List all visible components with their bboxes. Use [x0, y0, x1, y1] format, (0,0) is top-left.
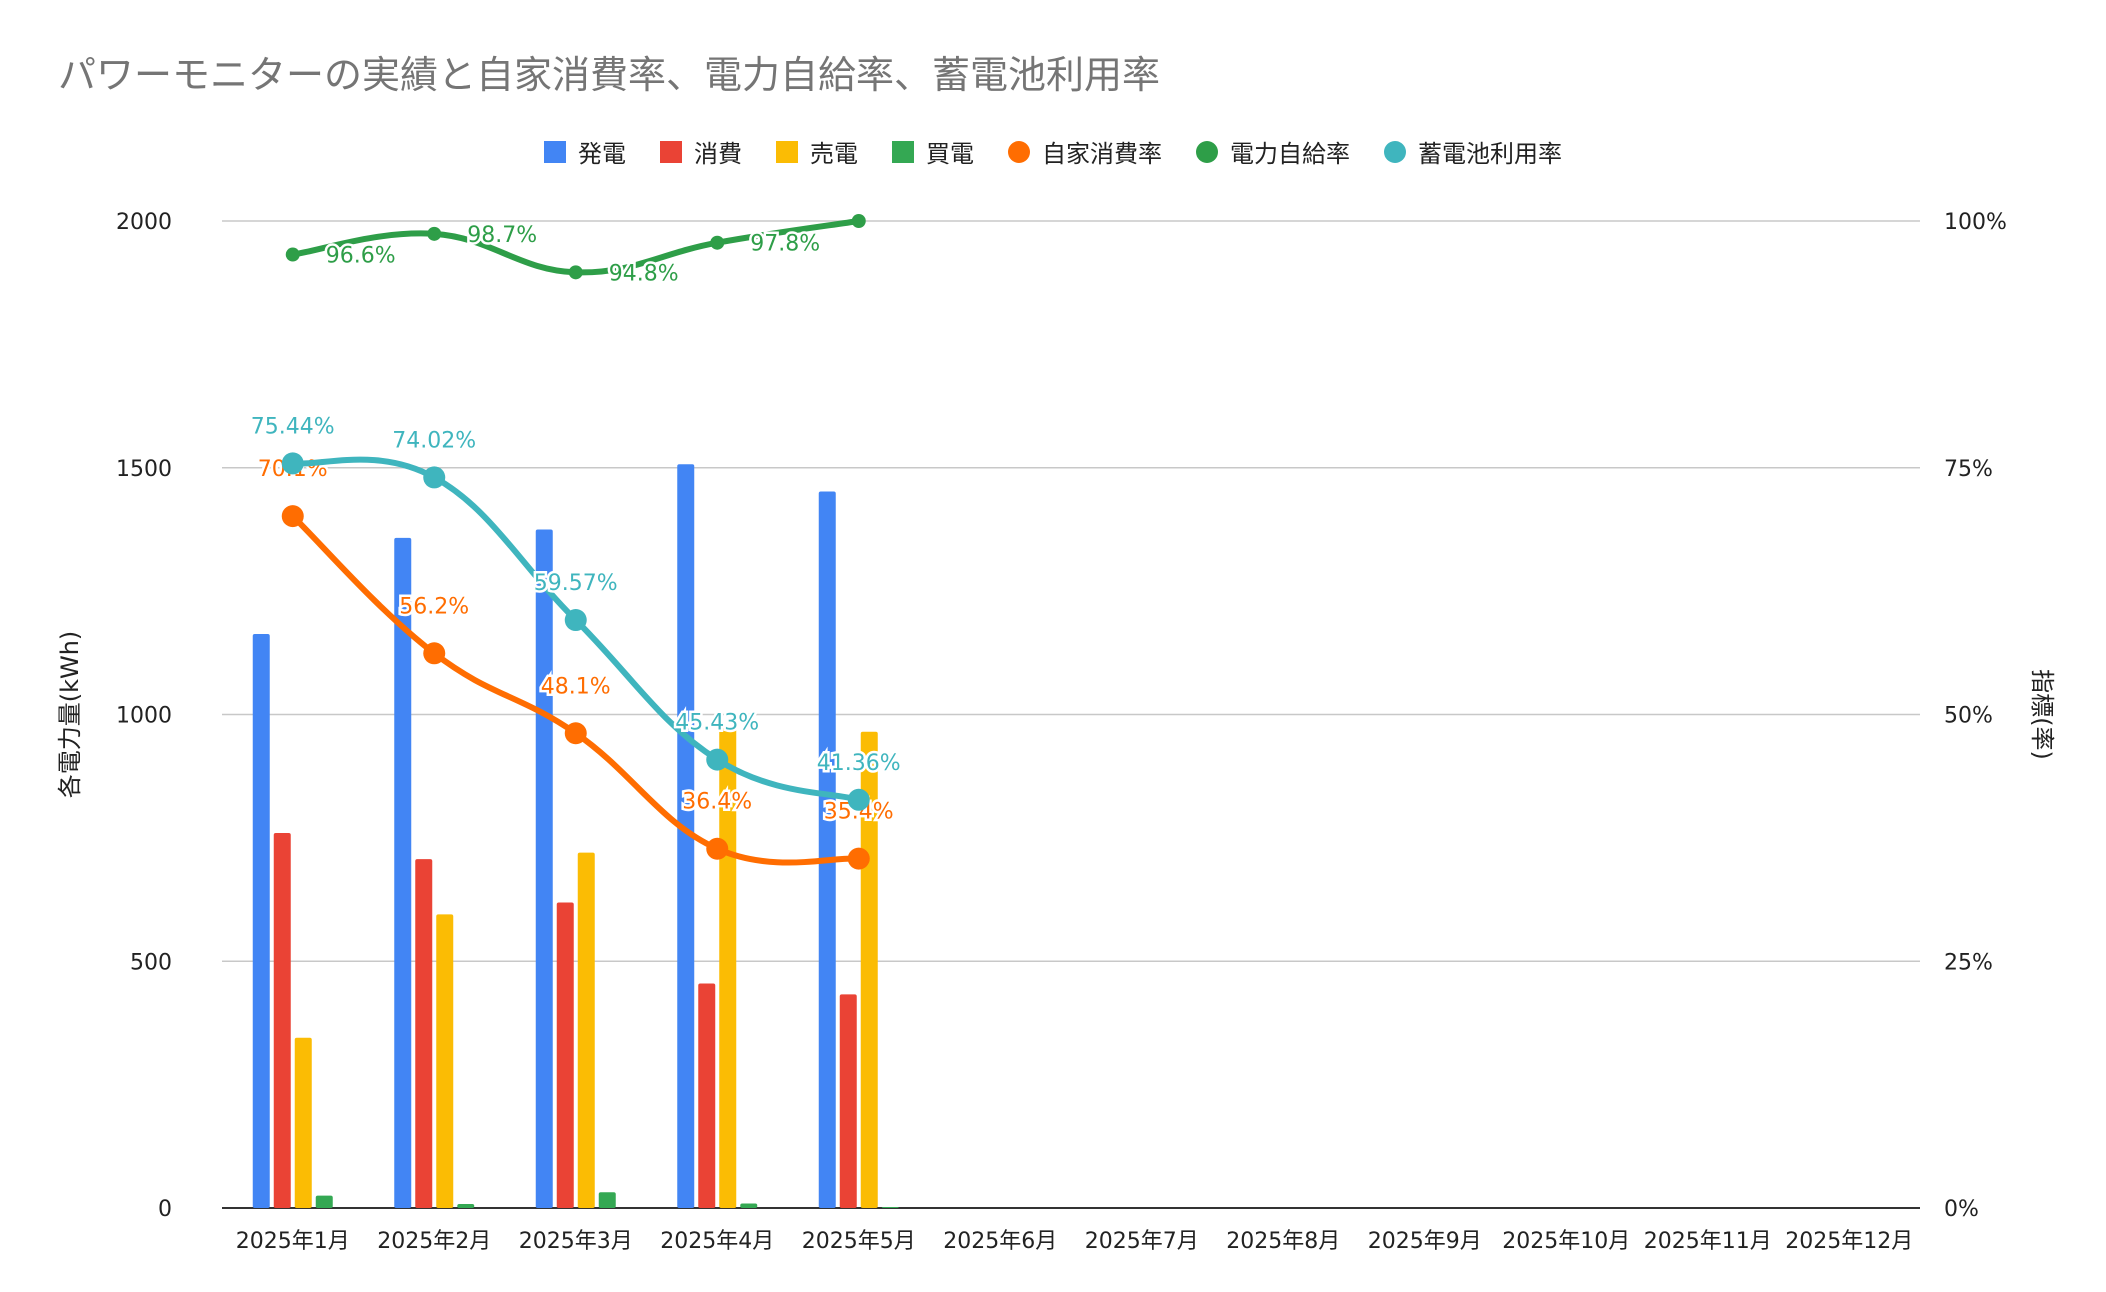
bar-sold — [577, 852, 595, 1208]
legend-swatch-generation — [544, 140, 566, 163]
y2-axis-title: 指標(率) — [2028, 669, 2056, 760]
bar-generation — [818, 491, 836, 1208]
y-tick-label: 1500 — [116, 457, 172, 482]
data-label-battery-usage-rate: 45.43% — [675, 711, 759, 736]
data-label-battery-usage-rate: 41.36% — [817, 751, 901, 776]
x-tick-label: 2025年11月 — [1644, 1229, 1772, 1254]
bar-consumption — [556, 902, 574, 1208]
y2-tick-label: 50% — [1944, 704, 1993, 729]
legend-label-sold: 売電 — [810, 140, 858, 168]
bar-bought — [740, 1203, 758, 1208]
legend-item-sold[interactable]: 売電 — [776, 134, 858, 169]
data-label-self-consumption-rate: 56.2% — [399, 594, 469, 619]
x-tick-label: 2025年9月 — [1368, 1229, 1482, 1254]
legend-swatch-sold — [776, 140, 798, 163]
point-self-consumption-rate — [706, 837, 729, 860]
point-self-sufficiency-rate — [568, 265, 583, 280]
x-tick-label: 2025年12月 — [1785, 1229, 1913, 1254]
legend-label-generation: 発電 — [578, 140, 626, 168]
bar-bought — [457, 1204, 475, 1208]
bar-generation — [252, 634, 270, 1208]
x-tick-label: 2025年3月 — [519, 1229, 633, 1254]
bar-sold — [294, 1037, 312, 1208]
legend-swatch-self-consumption-rate — [1008, 140, 1030, 163]
y-tick-label: 2000 — [116, 210, 172, 235]
y2-tick-label: 75% — [1944, 457, 1993, 482]
bar-consumption — [415, 859, 433, 1208]
legend-label-battery-usage-rate: 蓄電池利用率 — [1418, 140, 1562, 168]
x-tick-label: 2025年8月 — [1226, 1229, 1340, 1254]
bar-bought — [598, 1192, 616, 1208]
data-label-self-sufficiency-rate: 98.7% — [467, 223, 537, 248]
data-label-self-sufficiency-rate: 96.6% — [326, 244, 396, 269]
point-battery-usage-rate — [281, 452, 304, 475]
data-label-self-sufficiency-rate: 97.8% — [750, 232, 820, 257]
bar-consumption — [273, 832, 291, 1208]
y-tick-label: 500 — [130, 950, 172, 975]
point-self-sufficiency-rate — [427, 226, 442, 241]
x-tick-label: 2025年5月 — [802, 1229, 916, 1254]
y2-tick-label: 0% — [1944, 1197, 1979, 1222]
point-self-consumption-rate — [564, 722, 587, 745]
legend-item-bought[interactable]: 買電 — [892, 134, 974, 169]
legend-item-battery-usage-rate[interactable]: 蓄電池利用率 — [1384, 134, 1562, 169]
legend-swatch-bought — [892, 140, 914, 163]
point-self-sufficiency-rate — [710, 235, 725, 250]
bar-consumption — [839, 994, 857, 1208]
bar-sold — [436, 914, 454, 1208]
data-label-battery-usage-rate: 75.44% — [251, 414, 335, 439]
legend-item-self-consumption-rate[interactable]: 自家消費率 — [1008, 134, 1162, 169]
data-label-battery-usage-rate: 74.02% — [392, 428, 476, 453]
legend-label-self-sufficiency-rate: 電力自給率 — [1230, 140, 1350, 168]
legend-label-self-consumption-rate: 自家消費率 — [1042, 140, 1162, 168]
bar-generation — [677, 464, 695, 1208]
y2-tick-label: 100% — [1944, 210, 2007, 235]
legend-label-bought: 買電 — [926, 140, 974, 168]
point-self-consumption-rate — [423, 642, 446, 665]
legend-item-generation[interactable]: 発電 — [544, 134, 626, 169]
x-tick-label: 2025年4月 — [660, 1229, 774, 1254]
legend-label-consumption: 消費 — [694, 140, 742, 168]
point-battery-usage-rate — [564, 609, 587, 632]
data-label-self-consumption-rate: 48.1% — [541, 674, 611, 699]
x-tick-label: 2025年10月 — [1502, 1229, 1630, 1254]
x-tick-label: 2025年6月 — [943, 1229, 1057, 1254]
data-label-self-sufficiency-rate: 94.8% — [609, 261, 679, 286]
bar-bought — [881, 1207, 899, 1208]
chart-title: パワーモニターの実績と自家消費率、電力自給率、蓄電池利用率 — [58, 53, 1161, 97]
legend-swatch-self-sufficiency-rate — [1196, 140, 1218, 163]
point-self-sufficiency-rate — [285, 247, 300, 262]
x-tick-label: 2025年7月 — [1085, 1229, 1199, 1254]
bar-generation — [535, 529, 553, 1208]
x-tick-label: 2025年1月 — [236, 1229, 350, 1254]
data-label-self-consumption-rate: 36.4% — [682, 790, 752, 815]
x-tick-label: 2025年2月 — [377, 1229, 491, 1254]
point-self-sufficiency-rate — [851, 214, 866, 228]
point-battery-usage-rate — [706, 748, 729, 771]
point-self-consumption-rate — [847, 847, 870, 870]
legend: 発電 消費 売電 買電 自家消費率 電力自給率 蓄電池利用率 — [0, 134, 2106, 169]
point-battery-usage-rate — [423, 466, 446, 489]
point-self-consumption-rate — [281, 505, 304, 528]
legend-swatch-consumption — [660, 140, 682, 163]
y2-tick-label: 25% — [1944, 950, 1993, 975]
legend-item-consumption[interactable]: 消費 — [660, 134, 742, 169]
point-battery-usage-rate — [847, 788, 870, 811]
data-label-battery-usage-rate: 59.57% — [534, 571, 618, 596]
bar-bought — [315, 1195, 333, 1208]
bar-generation — [394, 537, 412, 1208]
bar-consumption — [698, 983, 716, 1208]
y-tick-label: 0 — [158, 1197, 172, 1222]
y-axis-title: 各電力量(kWh) — [56, 631, 84, 799]
legend-item-self-sufficiency-rate[interactable]: 電力自給率 — [1196, 134, 1350, 169]
legend-swatch-battery-usage-rate — [1384, 140, 1406, 163]
y-tick-label: 1000 — [116, 704, 172, 729]
